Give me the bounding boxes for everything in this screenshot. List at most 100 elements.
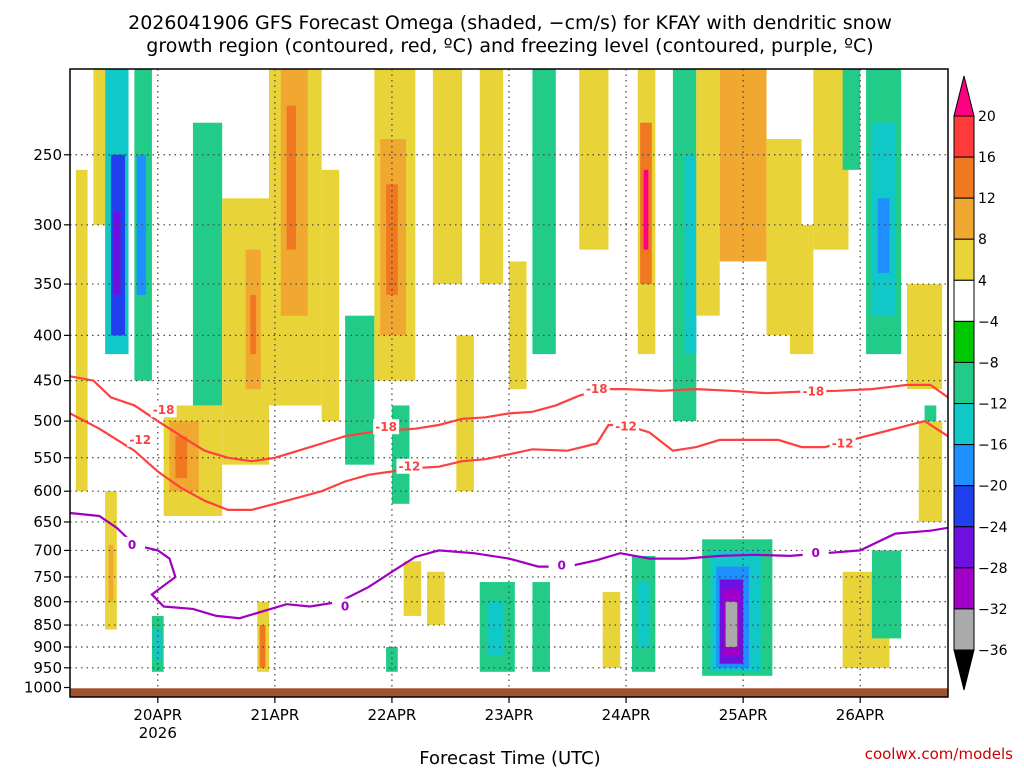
omega-cell — [509, 261, 527, 390]
y-tick-label: 600 — [33, 482, 62, 500]
y-tick-label: 350 — [33, 275, 62, 293]
y-tick-label: 800 — [33, 593, 62, 611]
omega-cell — [350, 354, 363, 437]
credit-text[interactable]: coolwx.com/models — [865, 745, 1013, 763]
omega-cell — [918, 421, 943, 522]
x-tick-sublabel: 2026 — [139, 724, 177, 742]
omega-cell — [532, 582, 550, 672]
colorbar-bin — [953, 485, 975, 528]
y-tick-label: 650 — [33, 513, 62, 531]
contour-label-bg — [332, 598, 359, 614]
omega-cell — [192, 122, 223, 406]
colorbar-label: 12 — [978, 191, 996, 207]
x-tick-label: 26APR — [836, 706, 885, 724]
colorbar-bin — [953, 156, 975, 199]
colorbar-label: −24 — [978, 520, 1008, 536]
omega-cell — [602, 592, 621, 668]
y-tick-label: 500 — [33, 412, 62, 430]
contour-label: 0 — [128, 538, 136, 552]
x-axis-label: Forecast Time (UTC) — [419, 748, 600, 768]
contour-label-bg — [800, 383, 827, 399]
title: 2026041906 GFS Forecast Omega (shaded, −… — [128, 12, 892, 57]
y-tick-label: 750 — [33, 568, 62, 586]
colorbar-label: −8 — [978, 355, 999, 371]
contour-label: -12 — [399, 460, 421, 474]
contour-label: -12 — [832, 437, 854, 451]
y-tick-label: 900 — [33, 638, 62, 656]
colorbar-bin — [953, 444, 975, 487]
omega-cell — [456, 335, 474, 492]
omega-cell — [432, 69, 463, 285]
omega-cell — [286, 105, 296, 250]
colorbar-bin — [953, 279, 975, 322]
contour-label-bg — [396, 458, 423, 474]
colorbar-bin — [953, 608, 975, 651]
colorbar-bin — [953, 320, 975, 363]
x-tick-label: 20APR — [133, 706, 182, 724]
omega-cell — [93, 69, 106, 225]
colorbar-label: 4 — [978, 273, 987, 289]
colorbar-bin — [953, 567, 975, 610]
ground-band — [70, 688, 948, 697]
omega-cell — [731, 105, 749, 225]
y-tick-label: 850 — [33, 616, 62, 634]
y-tick-label: 300 — [33, 216, 62, 234]
omega-cell — [842, 69, 861, 170]
contour-label-bg — [829, 435, 856, 451]
contour-line — [70, 375, 948, 463]
contour-label: -18 — [803, 385, 825, 399]
omega-cell — [427, 571, 445, 626]
omega-cell — [907, 284, 943, 390]
contour-label-bg — [150, 402, 177, 418]
omega-cell — [877, 198, 890, 273]
colorbar-label: 16 — [978, 150, 996, 166]
contour-label-bg — [548, 557, 575, 573]
contour-label-bg — [802, 545, 829, 561]
contour-label: -18 — [375, 420, 397, 434]
colorbar-bottom-arrow — [953, 649, 975, 691]
y-axis: 250 300 350 400 450 500 550 600 650 700 750 800 850 9… — [24, 146, 70, 697]
colorbar-bin — [953, 197, 975, 240]
x-tick-label: 21APR — [250, 706, 299, 724]
colorbar-bin — [953, 361, 975, 405]
omega-cell — [75, 169, 88, 492]
omega-cell — [386, 647, 398, 672]
y-tick-label: 700 — [33, 541, 62, 559]
colorbar-bin — [953, 238, 975, 281]
y-tick-label: 550 — [33, 449, 62, 467]
omega-cell — [579, 69, 609, 250]
colorbar: 20 16 12 8 4 −4 −8 −12 −16 −20 −24 −28 −32 −36 — [953, 75, 1008, 691]
contour-label: -18 — [586, 382, 608, 396]
x-tick-label: 23APR — [485, 706, 534, 724]
colorbar-label: −28 — [978, 561, 1008, 577]
contour-label: -18 — [153, 403, 175, 417]
contour-label: -12 — [129, 433, 151, 447]
omega-cell — [637, 582, 650, 648]
colorbar-label: −32 — [978, 602, 1008, 618]
y-tick-label: 450 — [33, 372, 62, 390]
x-tick-label: 25APR — [719, 706, 768, 724]
omega-cell — [403, 561, 422, 616]
y-tick-label: 400 — [33, 326, 62, 344]
colorbar-label: −20 — [978, 479, 1008, 495]
colorbar-bin — [953, 115, 975, 158]
omega-cell — [250, 294, 257, 355]
colorbar-bin — [953, 403, 975, 446]
colorbar-label: 8 — [978, 232, 987, 248]
y-tick-label: 1000 — [24, 679, 62, 697]
title-line-2: growth region (contoured, red, ºC) and f… — [146, 35, 873, 57]
omega-cell — [108, 544, 114, 602]
omega-shading — [75, 69, 943, 676]
omega-cell — [643, 169, 649, 250]
gridlines — [70, 69, 948, 697]
contour-label: 0 — [558, 559, 566, 573]
contour-label-bg — [127, 431, 154, 447]
colorbar-bin — [953, 526, 975, 569]
title-line-1: 2026041906 GFS Forecast Omega (shaded, −… — [128, 12, 892, 34]
omega-cell — [871, 550, 902, 639]
omega-cell — [479, 69, 504, 285]
colorbar-top-arrow — [953, 75, 975, 117]
colorbar-label: −4 — [978, 314, 999, 330]
